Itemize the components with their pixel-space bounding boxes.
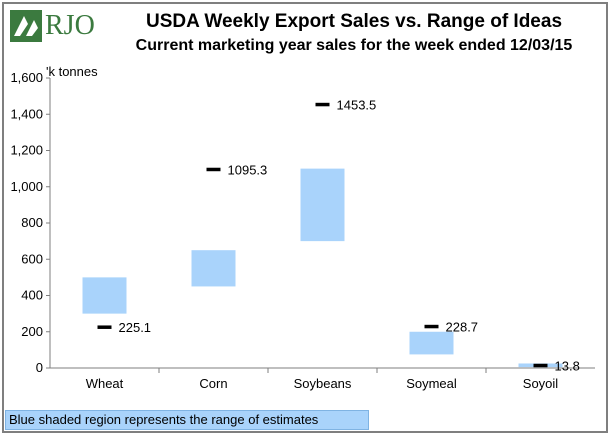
range-note: Blue shaded region represents the range …: [5, 410, 369, 430]
range-bars: [82, 168, 563, 368]
data-label-soymeal: 228.7: [446, 320, 479, 335]
x-category-label: Soyoil: [523, 376, 559, 391]
x-category-label: Soymeal: [406, 376, 457, 391]
y-tick-label: 1,000: [10, 179, 43, 194]
x-category-label: Corn: [199, 376, 227, 391]
range-bar-soybeans: [300, 168, 345, 242]
y-tick-label: 600: [21, 251, 43, 266]
chart-title: USDA Weekly Export Sales vs. Range of Id…: [145, 11, 563, 32]
rjo-logo-text: RJO: [45, 10, 95, 41]
y-tick-label: 1,400: [10, 106, 43, 121]
range-bar-soymeal: [409, 331, 454, 355]
data-label-soyoil: 13.8: [555, 358, 580, 373]
data-label-wheat: 225.1: [119, 320, 152, 335]
y-axis-unit-label: 'k tonnes: [46, 64, 98, 79]
y-tick-label: 1,600: [10, 70, 43, 85]
y-tick-label: 0: [36, 360, 43, 375]
chart-frame: RJO USDA Weekly Export Sales vs. Range o…: [2, 2, 608, 433]
y-tick-label: 200: [21, 324, 43, 339]
data-label-corn: 1095.3: [228, 162, 268, 177]
y-tick-label: 800: [21, 215, 43, 230]
y-tick-label: 400: [21, 288, 43, 303]
rjo-logo: RJO: [10, 8, 100, 48]
range-bar-wheat: [82, 277, 127, 314]
data-labels: 225.1 1095.3 1453.5 228.7 13.8: [119, 98, 580, 374]
x-axis-categories: Wheat Corn Soybeans Soymeal Soyoil: [86, 368, 559, 391]
x-category-label: Wheat: [86, 376, 124, 391]
chart-subtitle: Current marketing year sales for the wee…: [135, 37, 573, 54]
x-category-label: Soybeans: [294, 376, 352, 391]
y-tick-label: 1,200: [10, 143, 43, 158]
range-bar-corn: [191, 250, 236, 287]
y-axis-ticks: 0 200 400 600 800 1,000 1,200 1,400 1,600: [10, 70, 50, 375]
data-label-soybeans: 1453.5: [337, 98, 377, 113]
rjo-logo-icon: [10, 10, 42, 42]
actual-markers: [97, 102, 548, 368]
